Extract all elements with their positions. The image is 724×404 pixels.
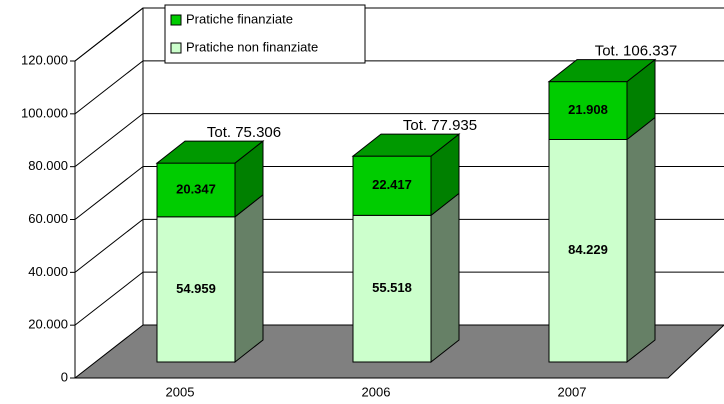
bar-side	[234, 193, 264, 364]
bar-top	[547, 59, 657, 83]
total-label: Tot. 106.337	[595, 43, 678, 60]
y-tick-label: 0	[61, 369, 68, 384]
total-label: Tot. 77.935	[403, 117, 477, 134]
legend-box	[164, 4, 366, 64]
grid-line	[74, 113, 724, 168]
bar-side	[430, 192, 460, 364]
grid-line	[74, 60, 724, 115]
y-tick-label: 80.000	[28, 158, 68, 173]
legend-swatch	[170, 42, 182, 54]
bar-top	[351, 133, 461, 157]
legend: Pratiche finanziate Pratiche non finanzia…	[164, 4, 366, 64]
bar	[156, 216, 236, 363]
value-label: 84.229	[568, 242, 608, 257]
y-tick-label: 60.000	[28, 211, 68, 226]
y-tick-label: 100.000	[21, 105, 68, 120]
grid-line	[74, 7, 724, 62]
value-label: 54.959	[176, 281, 216, 296]
y-tick-label: 120.000	[21, 52, 68, 67]
bar	[352, 214, 432, 363]
x-tick-label: 2005	[166, 384, 195, 399]
bar	[352, 155, 432, 216]
value-label: 55.518	[372, 280, 412, 295]
bar	[156, 162, 236, 218]
legend-swatch	[170, 14, 182, 26]
bar	[548, 81, 628, 140]
value-label: 20.347	[176, 181, 216, 196]
grid-line	[74, 271, 724, 326]
total-label: Tot. 75.306	[207, 124, 281, 141]
bar-top	[155, 140, 265, 164]
grid-line	[74, 166, 724, 220]
y-tick-label: 40.000	[28, 264, 68, 279]
legend-label: Pratiche non finanziate	[186, 39, 318, 54]
grid-line	[74, 218, 724, 273]
bar-side	[626, 116, 656, 364]
x-tick-label: 2007	[558, 384, 587, 399]
value-label: 21.908	[568, 102, 608, 117]
x-tick-label: 2006	[362, 384, 391, 399]
legend-label: Pratiche finanziate	[186, 11, 293, 26]
bar	[548, 138, 628, 363]
value-label: 22.417	[372, 177, 412, 192]
y-tick-label: 20.000	[28, 317, 68, 332]
